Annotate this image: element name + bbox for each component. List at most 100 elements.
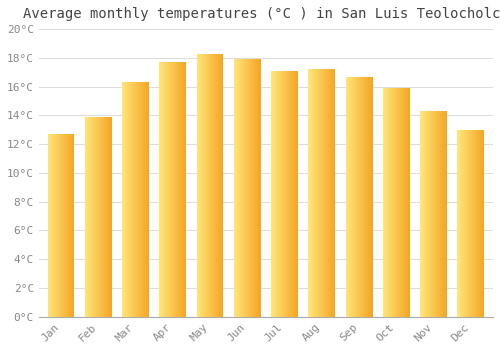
Bar bbox=[469, 130, 470, 317]
Bar bbox=[125, 82, 126, 317]
Bar bbox=[290, 71, 292, 317]
Bar bbox=[329, 69, 330, 317]
Bar bbox=[49, 134, 50, 317]
Bar bbox=[389, 88, 390, 317]
Bar bbox=[146, 82, 147, 317]
Bar bbox=[438, 111, 439, 317]
Bar bbox=[221, 54, 222, 317]
Bar bbox=[423, 111, 424, 317]
Bar bbox=[435, 111, 436, 317]
Bar bbox=[60, 134, 61, 317]
Bar bbox=[279, 71, 280, 317]
Bar bbox=[323, 69, 324, 317]
Bar bbox=[202, 54, 203, 317]
Bar bbox=[458, 130, 459, 317]
Bar bbox=[130, 82, 131, 317]
Bar bbox=[236, 59, 237, 317]
Bar bbox=[434, 111, 435, 317]
Bar bbox=[208, 54, 210, 317]
Bar bbox=[276, 71, 277, 317]
Bar bbox=[365, 77, 366, 317]
Bar bbox=[282, 71, 283, 317]
Bar bbox=[102, 117, 103, 317]
Bar bbox=[90, 117, 91, 317]
Bar bbox=[482, 130, 483, 317]
Bar bbox=[388, 88, 389, 317]
Bar bbox=[296, 71, 298, 317]
Bar bbox=[363, 77, 364, 317]
Bar bbox=[433, 111, 434, 317]
Bar bbox=[184, 62, 185, 317]
Bar bbox=[240, 59, 242, 317]
Bar bbox=[391, 88, 392, 317]
Bar bbox=[442, 111, 443, 317]
Bar bbox=[216, 54, 218, 317]
Bar bbox=[461, 130, 462, 317]
Bar bbox=[371, 77, 372, 317]
Bar bbox=[271, 71, 272, 317]
Bar bbox=[283, 71, 284, 317]
Bar bbox=[278, 71, 279, 317]
Bar bbox=[94, 117, 95, 317]
Bar bbox=[166, 62, 168, 317]
Bar bbox=[422, 111, 423, 317]
Bar bbox=[258, 59, 260, 317]
Bar bbox=[210, 54, 212, 317]
Bar bbox=[479, 130, 480, 317]
Bar bbox=[160, 62, 162, 317]
Bar bbox=[319, 69, 320, 317]
Bar bbox=[254, 59, 256, 317]
Bar bbox=[396, 88, 397, 317]
Bar bbox=[110, 117, 111, 317]
Bar bbox=[317, 69, 318, 317]
Bar bbox=[106, 117, 107, 317]
Bar bbox=[220, 54, 221, 317]
Bar bbox=[481, 130, 482, 317]
Bar bbox=[311, 69, 312, 317]
Bar bbox=[407, 88, 408, 317]
Bar bbox=[403, 88, 404, 317]
Bar bbox=[147, 82, 148, 317]
Bar bbox=[238, 59, 239, 317]
Bar bbox=[103, 117, 104, 317]
Bar bbox=[399, 88, 400, 317]
Bar bbox=[59, 134, 60, 317]
Bar bbox=[214, 54, 216, 317]
Bar bbox=[252, 59, 254, 317]
Bar bbox=[173, 62, 174, 317]
Bar bbox=[136, 82, 137, 317]
Bar bbox=[425, 111, 426, 317]
Bar bbox=[330, 69, 331, 317]
Bar bbox=[437, 111, 438, 317]
Bar bbox=[162, 62, 164, 317]
Bar bbox=[294, 71, 296, 317]
Bar bbox=[328, 69, 329, 317]
Bar bbox=[91, 117, 92, 317]
Bar bbox=[242, 59, 244, 317]
Bar bbox=[285, 71, 286, 317]
Bar bbox=[168, 62, 170, 317]
Bar bbox=[177, 62, 178, 317]
Bar bbox=[67, 134, 68, 317]
Bar bbox=[392, 88, 393, 317]
Bar bbox=[92, 117, 93, 317]
Bar bbox=[292, 71, 294, 317]
Bar bbox=[326, 69, 327, 317]
Bar bbox=[50, 134, 51, 317]
Bar bbox=[286, 71, 287, 317]
Bar bbox=[204, 54, 206, 317]
Bar bbox=[212, 54, 214, 317]
Bar bbox=[96, 117, 97, 317]
Bar bbox=[443, 111, 444, 317]
Bar bbox=[364, 77, 365, 317]
Bar bbox=[325, 69, 326, 317]
Bar bbox=[69, 134, 70, 317]
Bar bbox=[478, 130, 479, 317]
Bar bbox=[320, 69, 321, 317]
Bar bbox=[63, 134, 64, 317]
Bar bbox=[406, 88, 407, 317]
Bar bbox=[64, 134, 65, 317]
Bar bbox=[54, 134, 55, 317]
Bar bbox=[445, 111, 446, 317]
Bar bbox=[397, 88, 398, 317]
